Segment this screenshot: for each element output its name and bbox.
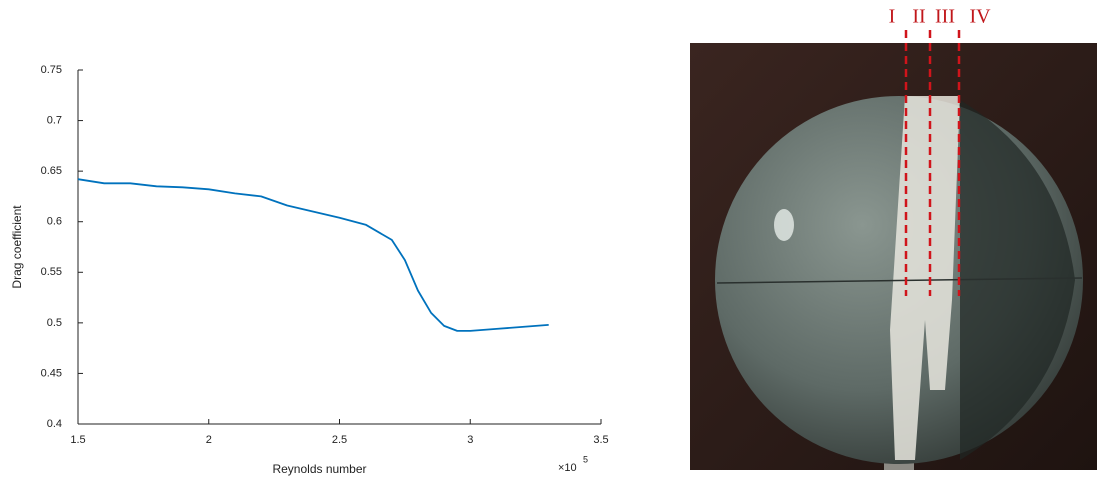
figure: 0.4 0.45 0.5 0.55 0.6 0.65 0.7 0.75 1.5 2 2.5 3 3.5 R… (0, 0, 1107, 482)
x-tick-label: 3.5 (593, 434, 608, 446)
y-tick-label: 0.6 (47, 216, 62, 228)
x-tick-label: 1.5 (70, 434, 85, 446)
x-tick-label: 2 (206, 434, 212, 446)
y-tick-label: 0.65 (41, 165, 62, 177)
y-tick-label: 0.75 (41, 64, 62, 76)
region-label: IV (969, 6, 991, 28)
y-tick-label: 0.55 (41, 266, 62, 278)
x-tick-label: 2.5 (332, 434, 347, 446)
photo (690, 30, 1097, 470)
data-line (78, 179, 549, 331)
y-axis-label: Drag coefficient (10, 205, 24, 289)
x-scale-exponent: 5 (583, 454, 588, 464)
y-tick-label: 0.7 (47, 114, 62, 126)
highlight (774, 209, 794, 241)
region-label: III (935, 6, 955, 28)
y-tick-label: 0.5 (47, 317, 62, 329)
region-label: I (889, 6, 896, 28)
y-tick-label: 0.4 (47, 418, 62, 430)
x-tick-label: 3 (467, 434, 473, 446)
x-axis-label: Reynolds number (272, 462, 366, 476)
y-tick-label: 0.45 (41, 367, 62, 379)
x-scale-label: ×10 (558, 462, 577, 474)
region-label: II (912, 6, 925, 28)
